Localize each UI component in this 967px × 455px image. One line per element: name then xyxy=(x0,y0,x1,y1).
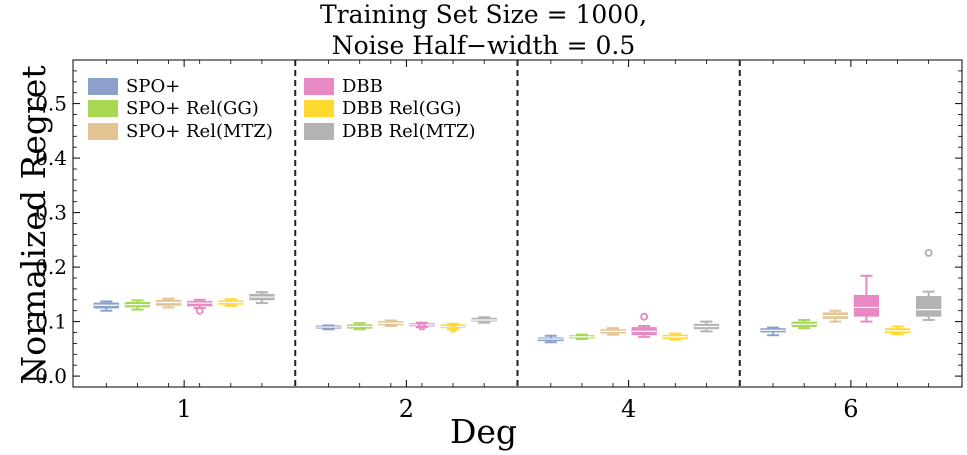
y-tick-label: 0.2 xyxy=(35,255,67,279)
x-tick-label: 6 xyxy=(843,395,858,423)
box xyxy=(916,296,942,317)
y-axis-label: Normalized Regret xyxy=(14,65,53,385)
legend-item: DBB xyxy=(304,76,383,97)
legend-item: SPO+ Rel(MTZ) xyxy=(88,121,273,142)
legend-item: DBB Rel(MTZ) xyxy=(304,121,476,142)
outlier-point xyxy=(417,322,426,331)
outlier-point xyxy=(640,312,649,321)
x-tick-label: 4 xyxy=(621,395,636,423)
y-tick-label: 0.1 xyxy=(35,310,67,334)
x-tick-label: 2 xyxy=(399,395,414,423)
legend-label: DBB Rel(GG) xyxy=(342,98,462,119)
legend-label: DBB xyxy=(342,76,383,97)
y-tick-label: 0.5 xyxy=(35,92,67,116)
x-axis-label: Deg xyxy=(449,412,518,451)
legend-swatch xyxy=(304,78,334,95)
legend-item: SPO+ xyxy=(88,76,180,97)
legend-swatch xyxy=(88,123,118,140)
y-tick-label: 0.4 xyxy=(35,146,67,170)
legend-item: DBB Rel(GG) xyxy=(304,98,461,119)
chart-title-line-1: Training Set Size = 1000, xyxy=(319,0,648,29)
y-tick-label: 0.0 xyxy=(35,364,67,388)
chart-title-line-2: Noise Half−width = 0.5 xyxy=(331,31,636,60)
legend-label: SPO+ Rel(MTZ) xyxy=(126,121,273,142)
x-tick-label: 1 xyxy=(176,395,191,423)
legend-label: DBB Rel(MTZ) xyxy=(342,121,476,142)
box xyxy=(853,294,880,317)
legend-label: SPO+ xyxy=(126,76,181,97)
outlier-point xyxy=(449,324,458,333)
legend-swatch xyxy=(304,100,334,117)
y-tick-label: 0.3 xyxy=(35,201,67,225)
outlier-point xyxy=(195,306,204,315)
outlier-point xyxy=(924,248,933,257)
legend-swatch xyxy=(304,123,334,140)
legend-swatch xyxy=(88,100,118,117)
legend-swatch xyxy=(88,78,118,95)
legend-item: SPO+ Rel(GG) xyxy=(88,98,259,119)
legend-label: SPO+ Rel(GG) xyxy=(126,98,259,119)
